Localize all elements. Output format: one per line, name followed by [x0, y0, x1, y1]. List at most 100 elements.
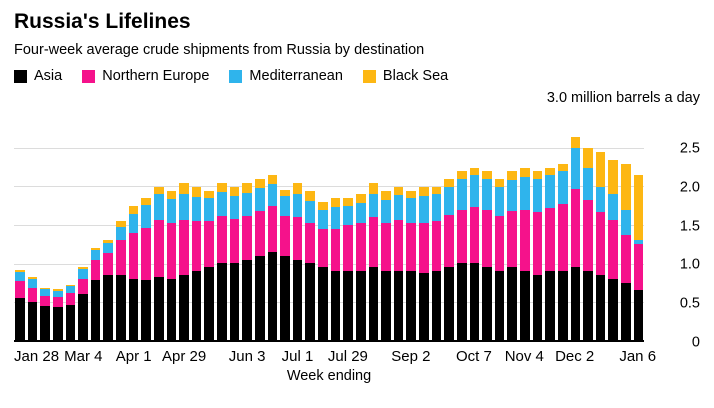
segment-black-sea	[633, 175, 644, 241]
chart-title: Russia's Lifelines	[14, 10, 191, 33]
segment-black-sea	[393, 186, 404, 196]
bar-week-28	[355, 110, 366, 340]
segment-asia	[583, 271, 593, 340]
segment-black-sea	[103, 240, 113, 244]
segment-black-sea	[191, 186, 202, 197]
segment-asia	[381, 271, 391, 340]
legend-item-asia: Asia	[14, 68, 62, 84]
legend-label-northern-europe: Northern Europe	[102, 68, 210, 84]
bar-week-37	[469, 110, 480, 340]
segment-northern-europe	[179, 219, 189, 275]
bar-week-25	[318, 110, 328, 340]
x-tick-label: Jan 28	[14, 348, 60, 365]
segment-black-sea	[217, 182, 227, 193]
bar-week-44	[557, 110, 568, 340]
segment-asia	[368, 267, 379, 340]
segment-mediterranean	[116, 226, 126, 241]
segment-northern-europe	[90, 259, 101, 281]
bar-week-47	[595, 110, 606, 340]
segment-mediterranean	[292, 193, 303, 218]
segment-northern-europe	[570, 188, 581, 268]
segment-black-sea	[583, 148, 593, 168]
segment-mediterranean	[254, 188, 265, 212]
segment-black-sea	[444, 179, 454, 187]
segment-mediterranean	[545, 175, 555, 209]
bar-week-22	[280, 110, 290, 340]
segment-mediterranean	[318, 209, 328, 229]
segment-black-sea	[570, 136, 581, 149]
chart-area: 0 0.5 1.0 1.5 2.0 2.5	[14, 110, 700, 349]
bar-week-16	[204, 110, 214, 340]
bar-week-48	[608, 110, 618, 340]
bar-week-32	[406, 110, 416, 340]
segment-asia	[343, 271, 353, 340]
segment-black-sea	[545, 167, 555, 176]
segment-northern-europe	[406, 222, 416, 271]
x-tick-label: Nov 4	[504, 348, 544, 365]
x-axis-baseline	[14, 340, 644, 342]
y-tick-label: 1.5	[679, 217, 700, 234]
segment-asia	[419, 272, 429, 340]
segment-asia	[444, 267, 454, 340]
segment-mediterranean	[103, 243, 113, 254]
segment-black-sea	[40, 287, 50, 290]
bar-week-17	[217, 110, 227, 340]
bar-week-15	[191, 110, 202, 340]
segment-northern-europe	[103, 253, 113, 275]
segment-northern-europe	[305, 223, 315, 264]
segment-asia	[90, 280, 101, 340]
segment-mediterranean	[368, 194, 379, 218]
segment-northern-europe	[557, 204, 568, 271]
segment-mediterranean	[166, 198, 177, 224]
segment-northern-europe	[153, 219, 164, 278]
legend-label-mediterranean: Mediterranean	[249, 68, 343, 84]
segment-mediterranean	[27, 279, 38, 288]
bar-week-31	[393, 110, 404, 340]
x-tick-label: Dec 2	[555, 348, 595, 365]
segment-mediterranean	[343, 205, 353, 225]
segment-asia	[570, 267, 581, 340]
segment-mediterranean	[153, 194, 164, 220]
segment-asia	[27, 301, 38, 340]
segment-northern-europe	[330, 228, 341, 271]
x-tick-label: Jan 6	[619, 348, 657, 365]
segment-mediterranean	[431, 194, 442, 222]
legend-item-black-sea: Black Sea	[362, 68, 448, 84]
segment-northern-europe	[608, 219, 618, 279]
bar-week-6	[78, 110, 88, 340]
segment-asia	[318, 267, 328, 340]
bar-week-39	[494, 110, 505, 340]
segment-black-sea	[52, 289, 63, 291]
segment-asia	[469, 263, 480, 340]
segment-mediterranean	[570, 148, 581, 189]
segment-asia	[15, 297, 25, 340]
bar-week-19	[242, 110, 252, 340]
bar-week-26	[330, 110, 341, 340]
segment-northern-europe	[393, 220, 404, 271]
segment-black-sea	[179, 182, 189, 195]
segment-mediterranean	[532, 179, 543, 212]
segment-black-sea	[431, 186, 442, 195]
y-tick-label: 2.5	[679, 140, 700, 157]
segment-asia	[557, 271, 568, 340]
bar-week-38	[482, 110, 492, 340]
segment-asia	[393, 271, 404, 340]
segment-black-sea	[65, 284, 76, 287]
segment-mediterranean	[52, 290, 63, 298]
segment-northern-europe	[444, 215, 454, 268]
x-tick-label: Jul 1	[281, 348, 314, 365]
segment-northern-europe	[583, 200, 593, 271]
segment-northern-europe	[78, 278, 88, 294]
bar-week-50	[633, 110, 644, 340]
segment-black-sea	[254, 179, 265, 189]
segment-northern-europe	[191, 221, 202, 271]
segment-northern-europe	[229, 218, 240, 264]
segment-black-sea	[141, 198, 151, 206]
bar-week-8	[103, 110, 113, 340]
segment-asia	[153, 277, 164, 340]
bar-week-4	[52, 110, 63, 340]
segment-northern-europe	[456, 209, 467, 264]
segment-asia	[621, 282, 631, 340]
segment-mediterranean	[406, 198, 416, 223]
segment-mediterranean	[204, 198, 214, 222]
